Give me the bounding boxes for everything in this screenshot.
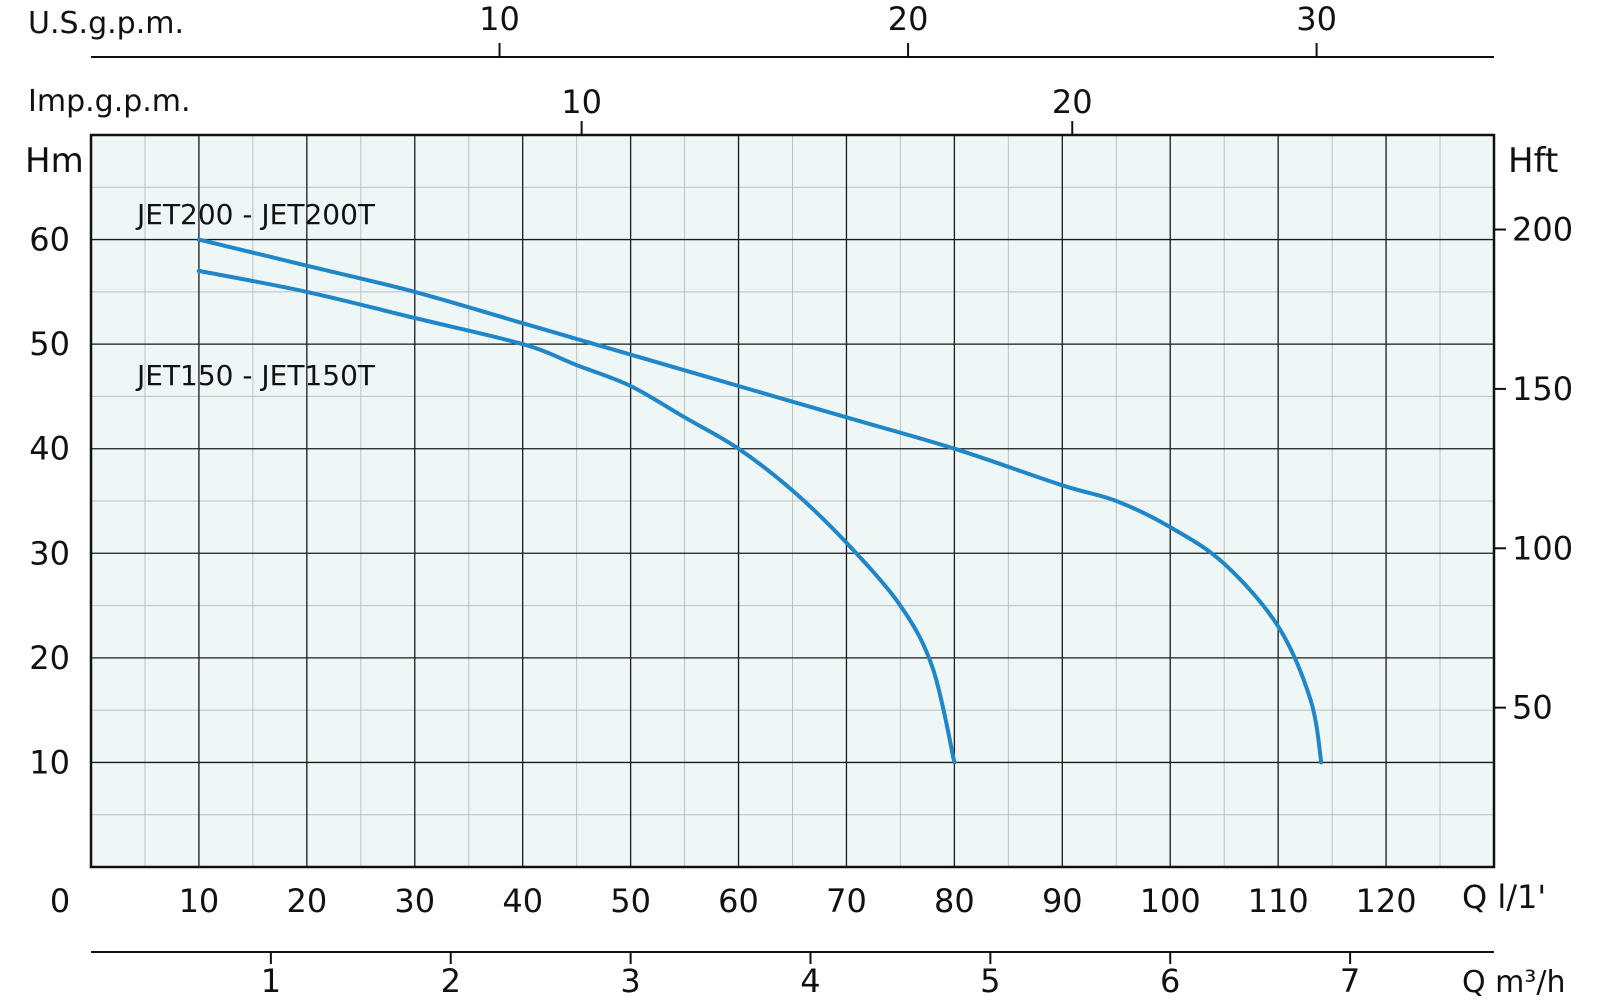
x-origin-label: 0 (50, 882, 70, 920)
m3h-tick-label: 5 (980, 962, 1000, 1000)
y-axis-label-right: Hft (1508, 141, 1558, 181)
m3h-tick-label: 1 (261, 962, 281, 1000)
right-tick-label: 200 (1512, 211, 1573, 249)
top-tick-label-us-gpm: 20 (888, 0, 929, 38)
m3h-tick-label: 7 (1340, 962, 1360, 1000)
x-tick-label: 10 (179, 882, 220, 920)
y-tick-label: 50 (29, 325, 70, 363)
series-label-jet200: JET200 - JET200T (135, 198, 376, 231)
top-axis-label-imp-gpm: Imp.g.p.m. (28, 84, 191, 119)
m3h-tick-label: 2 (441, 962, 461, 1000)
y-tick-label: 20 (29, 639, 70, 677)
x-tick-label: 120 (1356, 882, 1417, 920)
x-tick-label: 60 (718, 882, 759, 920)
top-tick-label-us-gpm: 10 (479, 0, 520, 38)
grid-major (91, 135, 1494, 867)
x-tick-label: 100 (1140, 882, 1201, 920)
right-tick-label: 150 (1512, 370, 1573, 408)
axes-group (91, 43, 1506, 964)
x-axis-label: Q l/1' (1462, 878, 1546, 916)
x-tick-label: 110 (1248, 882, 1309, 920)
y-tick-label: 10 (29, 743, 70, 781)
y-tick-label: 60 (29, 221, 70, 259)
x-tick-label: 80 (934, 882, 975, 920)
x-tick-label: 90 (1042, 882, 1083, 920)
top-tick-label-imp-gpm: 10 (561, 83, 602, 121)
x-tick-label: 40 (502, 882, 543, 920)
top-tick-label-imp-gpm: 20 (1052, 83, 1093, 121)
series-group (196, 237, 1324, 765)
top-tick-label-us-gpm: 30 (1296, 0, 1337, 38)
m3h-tick-label: 6 (1160, 962, 1180, 1000)
m3h-tick-label: 4 (800, 962, 820, 1000)
x-tick-label: 20 (286, 882, 327, 920)
series-line-jet200 (196, 237, 1324, 765)
x-tick-label: 30 (394, 882, 435, 920)
y-tick-label: 30 (29, 534, 70, 572)
right-tick-label: 100 (1512, 529, 1573, 567)
x-tick-label: 50 (610, 882, 651, 920)
m3h-tick-label: 3 (620, 962, 640, 1000)
plot-frame (89, 133, 1496, 869)
top-axis-label-us-gpm: U.S.g.p.m. (28, 6, 184, 41)
y-axis-label-left: Hm (25, 141, 84, 181)
y-tick-label: 40 (29, 430, 70, 468)
x-tick-label: 70 (826, 882, 867, 920)
series-line-jet150 (196, 268, 957, 765)
series-label-jet150: JET150 - JET150T (135, 359, 376, 392)
right-tick-label: 50 (1512, 689, 1553, 727)
m3h-axis-label: Q m³/h (1462, 965, 1566, 1000)
